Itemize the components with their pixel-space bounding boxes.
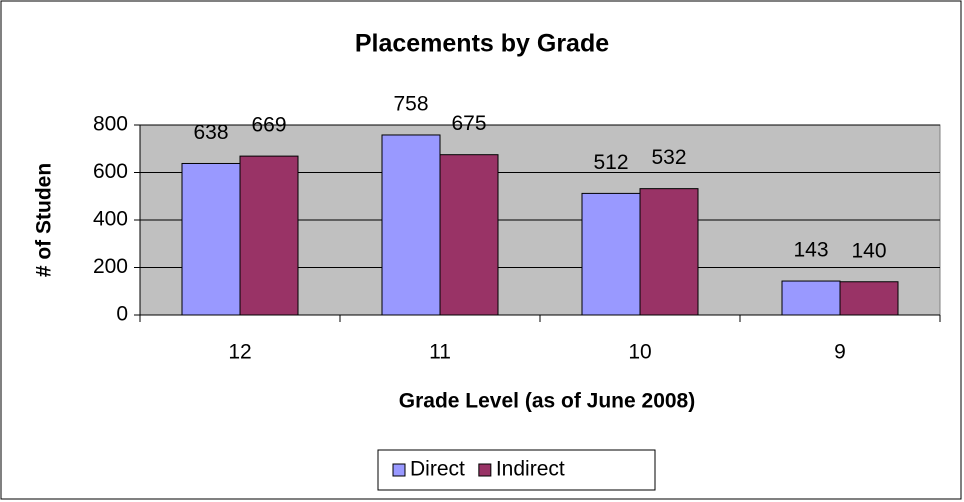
y-tick-label: 600 (93, 160, 128, 183)
data-label: 140 (851, 239, 886, 262)
data-label: 675 (451, 112, 486, 135)
x-tick-label: 10 (628, 341, 651, 364)
x-axis-label: Grade Level (as of June 2008) (399, 390, 695, 413)
y-tick-label: 200 (93, 255, 128, 278)
bar (581, 192, 641, 316)
legend-label: Indirect (496, 458, 565, 481)
data-label: 758 (393, 93, 428, 116)
bar (239, 155, 299, 316)
data-label: 638 (193, 121, 228, 144)
x-tick-label: 9 (834, 341, 846, 364)
y-tick-label: 0 (116, 303, 128, 326)
data-label: 669 (251, 114, 286, 137)
legend-key (478, 463, 492, 477)
y-tick-label: 400 (93, 208, 128, 231)
bar (439, 154, 499, 316)
legend-box (377, 449, 656, 491)
bar (181, 162, 241, 316)
chart-title: Placements by Grade (355, 30, 609, 58)
data-label: 532 (651, 146, 686, 169)
bar (839, 281, 899, 316)
bar (781, 280, 841, 316)
data-label: 512 (593, 151, 628, 174)
legend-key (392, 463, 406, 477)
data-label: 143 (793, 239, 828, 262)
legend-label: Direct (410, 458, 465, 481)
y-tick-label: 800 (93, 113, 128, 136)
bar (639, 188, 699, 316)
x-tick-label: 12 (228, 341, 251, 364)
bar (381, 134, 441, 316)
x-tick-label: 11 (429, 341, 451, 364)
y-axis-label: # of Studen (33, 163, 56, 277)
